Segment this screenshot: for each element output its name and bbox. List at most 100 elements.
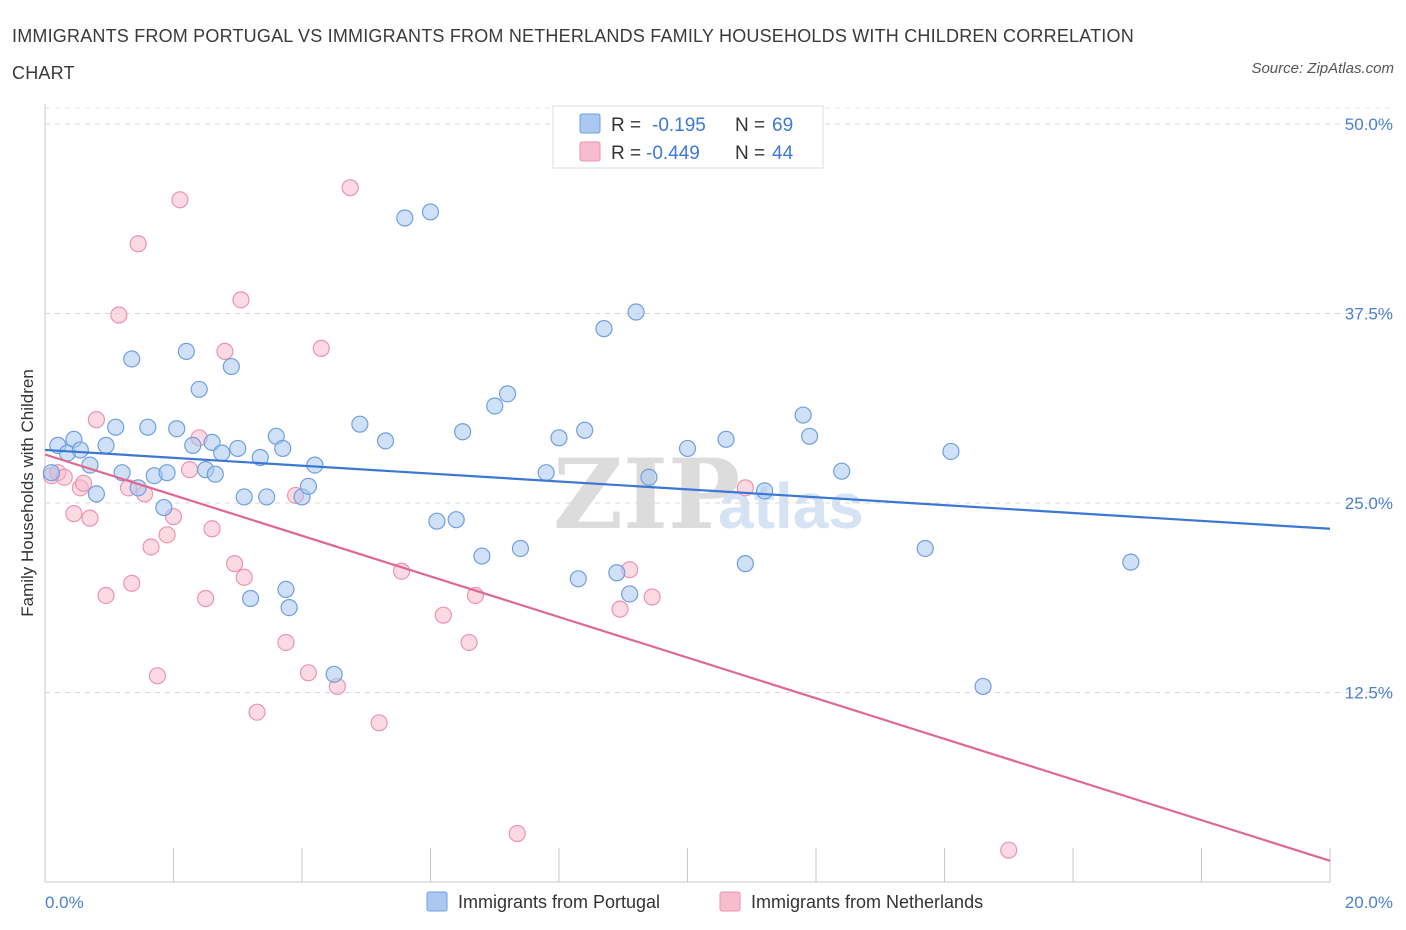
portugal-point bbox=[71, 441, 89, 459]
netherlands-point bbox=[203, 520, 221, 538]
portugal-point bbox=[473, 547, 491, 565]
portugal-point bbox=[755, 482, 774, 500]
netherlands-point bbox=[129, 235, 147, 253]
netherlands-point bbox=[611, 600, 629, 618]
netherlands-point bbox=[197, 589, 215, 608]
netherlands-point bbox=[232, 291, 250, 309]
portugal-point bbox=[595, 320, 613, 338]
portugal-point bbox=[396, 209, 414, 227]
netherlands-point bbox=[87, 411, 106, 429]
portugal-point bbox=[351, 415, 369, 433]
legend-swatch-portugal bbox=[579, 113, 601, 134]
portugal-point bbox=[942, 442, 960, 461]
portugal-point bbox=[800, 427, 819, 445]
netherlands-point bbox=[460, 633, 478, 652]
series-netherlands-points bbox=[42, 179, 1018, 859]
netherlands-point bbox=[65, 505, 83, 523]
netherlands-point bbox=[225, 555, 244, 573]
portugal-point bbox=[550, 429, 568, 447]
portugal-point bbox=[717, 430, 735, 448]
legend-r-value-portugal: -0.195 bbox=[652, 115, 706, 136]
trendline-portugal bbox=[44, 448, 1331, 530]
portugal-point bbox=[447, 511, 465, 529]
netherlands-point bbox=[508, 824, 526, 843]
series-legend: Immigrants from Portugal Immigrants from… bbox=[426, 891, 983, 912]
portugal-point bbox=[428, 512, 446, 530]
netherlands-point bbox=[392, 562, 411, 580]
portugal-point bbox=[640, 468, 658, 486]
watermark-atlas: atlas bbox=[718, 470, 864, 542]
netherlands-point bbox=[171, 191, 189, 209]
portugal-point bbox=[206, 465, 224, 483]
portugal-point bbox=[1122, 553, 1140, 571]
portugal-point bbox=[213, 444, 231, 462]
portugal-point bbox=[229, 439, 247, 458]
portugal-point bbox=[177, 342, 195, 360]
netherlands-point bbox=[180, 461, 199, 479]
portugal-point bbox=[974, 677, 992, 696]
netherlands-point bbox=[277, 633, 295, 652]
trendline-netherlands bbox=[44, 453, 1331, 862]
portugal-point bbox=[678, 439, 697, 458]
portugal-point bbox=[203, 433, 221, 451]
portugal-point bbox=[916, 539, 934, 558]
portugal-point bbox=[235, 488, 253, 506]
x-tick-label-max: 20.0% bbox=[1345, 893, 1393, 912]
axes bbox=[44, 104, 1331, 883]
netherlands-point bbox=[110, 306, 128, 324]
bottom-legend-label-portugal: Immigrants from Portugal bbox=[458, 892, 660, 912]
netherlands-point bbox=[148, 667, 167, 685]
netherlands-point bbox=[1000, 841, 1018, 859]
netherlands-point bbox=[123, 574, 141, 592]
portugal-point bbox=[486, 397, 504, 415]
portugal-point bbox=[421, 203, 440, 221]
netherlands-point bbox=[248, 703, 266, 721]
netherlands-point bbox=[434, 606, 452, 624]
y-tick-labels: 12.5% 25.0% 37.5% 50.0% bbox=[1345, 115, 1393, 703]
portugal-point bbox=[569, 570, 587, 588]
portugal-point bbox=[222, 357, 240, 376]
legend-swatch-netherlands bbox=[579, 141, 601, 162]
x-tick-label-min: 0.0% bbox=[45, 893, 84, 912]
portugal-point bbox=[376, 432, 395, 450]
portugal-point bbox=[299, 477, 318, 495]
netherlands-point bbox=[74, 474, 93, 492]
portugal-point bbox=[833, 462, 851, 480]
portugal-point bbox=[280, 599, 298, 617]
portugal-point bbox=[158, 464, 176, 482]
portugal-point bbox=[277, 580, 295, 599]
netherlands-point bbox=[341, 179, 359, 197]
bottom-legend-label-netherlands: Immigrants from Netherlands bbox=[751, 892, 983, 912]
legend-r-label-netherlands: R = bbox=[611, 143, 641, 164]
y-tick-label: 37.5% bbox=[1345, 305, 1393, 324]
netherlands-point bbox=[81, 509, 99, 527]
netherlands-point bbox=[643, 588, 661, 606]
legend-n-value-portugal: 69 bbox=[772, 115, 793, 136]
y-tick-label: 25.0% bbox=[1345, 494, 1393, 513]
legend-n-label-portugal: N = bbox=[735, 115, 765, 136]
legend-n-label-netherlands: N = bbox=[735, 143, 765, 164]
series-portugal-points bbox=[42, 203, 1140, 696]
bottom-legend-swatch-portugal bbox=[426, 891, 448, 912]
netherlands-point bbox=[97, 586, 115, 605]
portugal-point bbox=[155, 498, 173, 517]
portugal-point bbox=[251, 448, 269, 467]
portugal-point bbox=[325, 665, 343, 683]
portugal-point bbox=[42, 464, 61, 482]
portugal-point bbox=[97, 436, 115, 454]
portugal-point bbox=[123, 350, 141, 368]
portugal-point bbox=[627, 303, 645, 321]
portugal-point bbox=[129, 479, 147, 497]
netherlands-point bbox=[235, 568, 253, 586]
portugal-point bbox=[621, 585, 639, 603]
watermark-zip: ZIP bbox=[553, 438, 740, 551]
portugal-point bbox=[794, 406, 812, 424]
legend-r-label-portugal: R = bbox=[611, 115, 641, 136]
netherlands-point bbox=[216, 342, 234, 360]
portugal-point bbox=[608, 564, 626, 582]
portugal-point bbox=[537, 464, 555, 482]
netherlands-point bbox=[312, 339, 330, 357]
portugal-point bbox=[87, 485, 106, 503]
portugal-point bbox=[184, 436, 202, 454]
